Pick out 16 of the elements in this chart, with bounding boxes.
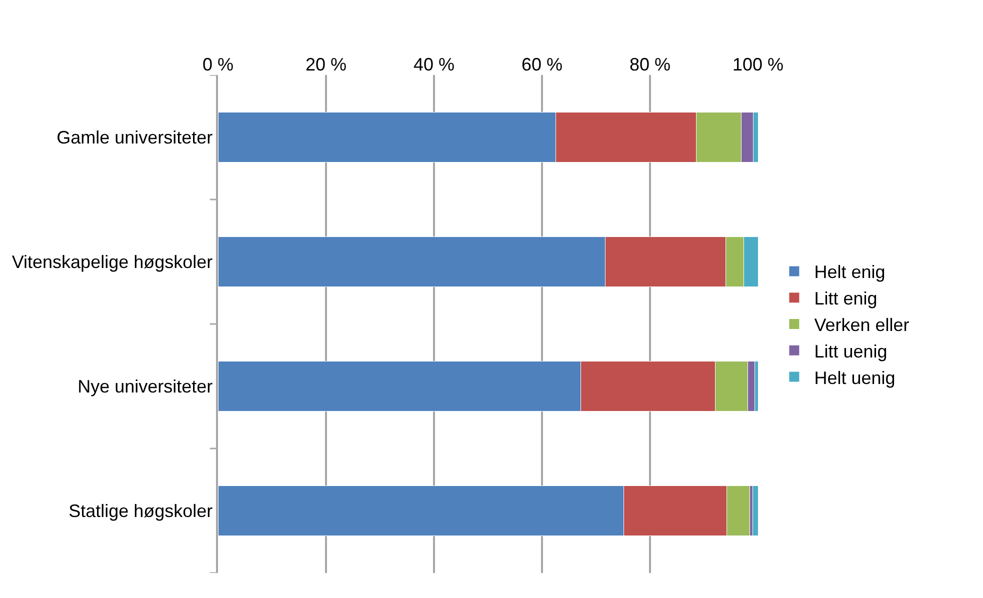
y-tick-label: Nye universiteter (78, 376, 213, 397)
legend-label: Helt enig (814, 262, 886, 282)
legend-label: Litt enig (814, 288, 878, 309)
x-tick-label: 0 % (202, 54, 234, 74)
legend-label: Litt uenig (814, 341, 888, 362)
y-tick-label: Vitenskapelige høgskoler (12, 252, 213, 272)
y-tick-label: Gamle universiteter (56, 128, 213, 148)
x-tick-label: 40 % (413, 54, 455, 74)
x-tick-label: 20 % (305, 54, 347, 74)
y-tick-label: Statlige høgskoler (68, 501, 213, 522)
legend-label: Verken eller (814, 315, 910, 336)
x-tick-label: 80 % (629, 54, 671, 74)
x-tick-label: 60 % (521, 54, 563, 74)
legend-label: Helt uenig (814, 368, 896, 388)
x-tick-label: 100 % (732, 54, 784, 74)
bar (752, 486, 758, 536)
